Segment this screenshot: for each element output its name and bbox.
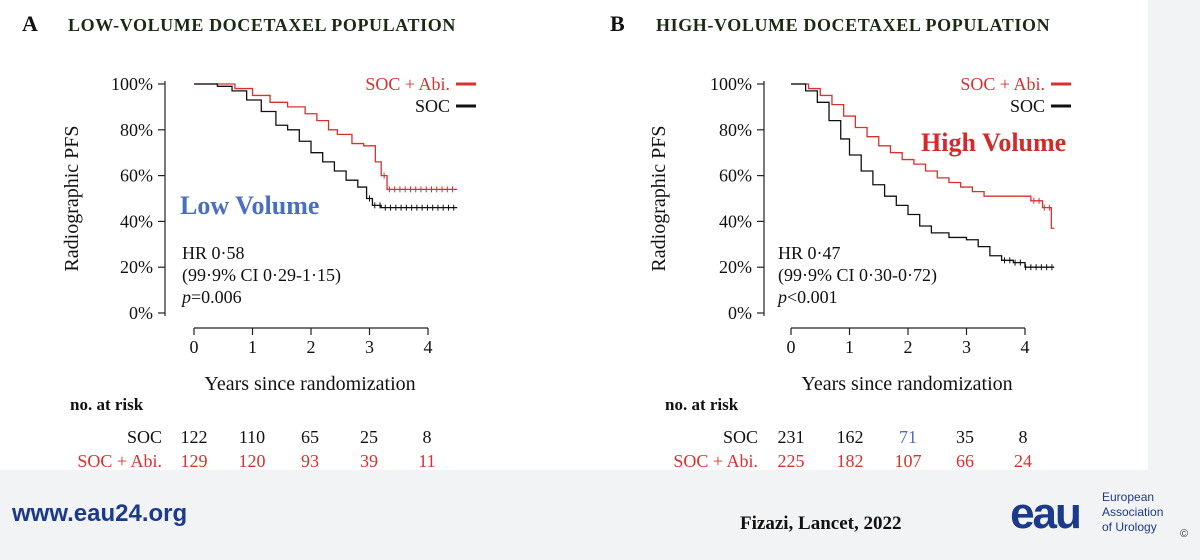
risk-value: 35 <box>956 427 974 447</box>
y-tick-label: 20% <box>120 257 153 277</box>
copyright-mark: © <box>1180 528 1189 540</box>
stats-p-symbol: p <box>180 287 191 307</box>
stats-hr: HR 0·47 <box>778 243 841 263</box>
risk-value: 11 <box>418 451 435 470</box>
y-tick-label: 40% <box>120 211 153 231</box>
y-tick-label: 40% <box>719 211 752 231</box>
eau-logo-icon: eau <box>1010 489 1082 538</box>
risk-value: 71 <box>899 427 917 447</box>
overlay-label: Low Volume <box>180 191 319 220</box>
x-tick-label: 1 <box>845 337 854 357</box>
risk-table-header: no. at risk <box>70 395 144 414</box>
citation: Fizazi, Lancet, 2022 <box>740 513 902 534</box>
y-tick-label: 60% <box>719 166 752 186</box>
panel-title: HIGH-VOLUME DOCETAXEL POPULATION <box>656 15 1050 35</box>
risk-value: 25 <box>360 427 378 447</box>
risk-value: 129 <box>181 451 208 470</box>
stats-p-value: p<0.001 <box>776 287 838 307</box>
risk-value: 182 <box>837 451 864 470</box>
risk-value: 8 <box>1019 427 1028 447</box>
legend-label: SOC <box>1010 96 1045 116</box>
x-tick-label: 2 <box>307 337 316 357</box>
overlay-label: High Volume <box>921 128 1066 157</box>
series-line-soc <box>791 83 1055 268</box>
risk-row-label: SOC <box>127 427 162 447</box>
risk-row-label: SOC + Abi. <box>77 451 162 470</box>
panel-title: LOW-VOLUME DOCETAXEL POPULATION <box>68 15 456 35</box>
x-tick-label: 0 <box>190 337 199 357</box>
risk-value: 120 <box>239 451 266 470</box>
x-axis-title: Years since randomization <box>801 373 1012 395</box>
risk-value: 162 <box>837 427 864 447</box>
eau-org-line-3: of Urology <box>1102 520 1157 534</box>
risk-value: 231 <box>778 427 805 447</box>
stats-hr: HR 0·58 <box>182 243 245 263</box>
figure-canvas: A LOW-VOLUME DOCETAXEL POPULATION0%20%40%… <box>0 0 1148 470</box>
x-axis-title: Years since randomization <box>204 373 415 395</box>
risk-value: 66 <box>956 451 974 470</box>
figure-background <box>0 0 1148 470</box>
x-tick-label: 3 <box>962 337 971 357</box>
series-line-soc-abi <box>791 83 1055 229</box>
risk-value: 107 <box>895 451 922 470</box>
x-tick-label: 3 <box>365 337 374 357</box>
panel-letter: B <box>610 11 625 36</box>
risk-value: 225 <box>778 451 805 470</box>
y-tick-label: 20% <box>719 257 752 277</box>
risk-value: 8 <box>423 427 432 447</box>
chart-panel-a: A LOW-VOLUME DOCETAXEL POPULATION 0% 20% 40%… <box>22 11 476 470</box>
series-line-soc-abi <box>194 83 458 190</box>
y-tick-label: 60% <box>120 166 153 186</box>
risk-row-label: SOC <box>723 427 758 447</box>
eau-org-line-2: Association <box>1102 505 1164 519</box>
stats-p-value: p=0.006 <box>180 287 242 307</box>
eau-org-line-1: European <box>1102 490 1155 504</box>
series-line-soc <box>194 83 458 209</box>
x-tick-label: 4 <box>1021 337 1030 357</box>
y-axis-title: Radiographic PFS <box>61 125 83 271</box>
eau-logo-text: eau <box>1010 489 1080 538</box>
risk-value: 122 <box>181 427 208 447</box>
stats-ci: (99·9% CI 0·30-0·72) <box>778 265 937 286</box>
risk-table-header: no. at risk <box>665 395 739 414</box>
x-tick-label: 0 <box>787 337 796 357</box>
legend-label: SOC + Abi. <box>365 74 450 94</box>
risk-value: 65 <box>301 427 319 447</box>
y-tick-label: 80% <box>719 120 752 140</box>
y-tick-label: 100% <box>710 74 752 94</box>
chart-panel-b: B HIGH-VOLUME DOCETAXEL POPULATION0%20%40… <box>610 11 1071 470</box>
risk-value: 39 <box>360 451 378 470</box>
y-tick-label: 0% <box>129 303 153 323</box>
y-tick-label: 80% <box>120 120 153 140</box>
risk-value: 24 <box>1014 451 1032 470</box>
footer-url[interactable]: www.eau24.org <box>12 500 188 527</box>
x-tick-label: 4 <box>424 337 433 357</box>
panel-letter: A <box>22 11 38 36</box>
eau-organization-name: European Association of Urology <box>1102 490 1163 535</box>
x-tick-label: 2 <box>904 337 913 357</box>
stats-p-text: =0.006 <box>191 287 242 307</box>
y-axis-title: Radiographic PFS <box>648 125 670 271</box>
risk-value: 93 <box>301 451 319 470</box>
legend-label: SOC <box>415 96 450 116</box>
risk-row-label: SOC + Abi. <box>673 451 758 470</box>
stats-ci: (99·9% CI 0·29-1·15) <box>182 265 341 286</box>
x-tick-label: 1 <box>248 337 257 357</box>
stats-p-text: <0.001 <box>787 287 838 307</box>
y-tick-label: 0% <box>728 303 752 323</box>
y-tick-label: 100% <box>111 74 153 94</box>
stats-p-symbol: p <box>776 287 787 307</box>
risk-value: 110 <box>239 427 265 447</box>
legend-label: SOC + Abi. <box>960 74 1045 94</box>
